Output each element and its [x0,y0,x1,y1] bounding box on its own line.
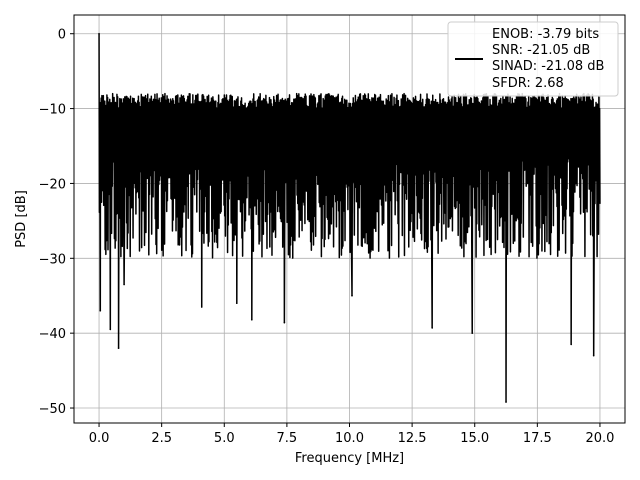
legend-enob: ENOB: -3.79 bits [492,27,599,42]
y-axis-label: PSD [dB] [14,190,29,248]
y-tick-label: −10 [39,103,66,118]
dip-point [200,306,203,308]
legend-sinad: SINAD: -21.08 dB [492,59,604,74]
legend-sfdr: SFDR: 2.68 [492,76,564,91]
peak-point [98,32,100,35]
dip-point [117,347,120,349]
x-tick-label: 12.5 [398,431,427,446]
dip-point [592,354,595,357]
x-axis-label: Frequency [MHz] [295,451,404,466]
dip-point [109,328,112,331]
x-axis: 0.0 2.5 5.0 7.5 10.0 12.5 15.0 17.5 20.0 [89,423,614,446]
y-tick-label: −30 [39,252,66,267]
dip-point [471,332,474,334]
dip-point [505,401,507,403]
dip-point [351,294,353,297]
dip-point [283,321,286,324]
legend-box [447,21,619,97]
y-tick-label: 0 [58,28,66,43]
dip-point [123,283,125,286]
x-tick-label: 20.0 [585,431,614,446]
x-tick-label: 2.5 [151,431,172,446]
dip-point [570,343,572,346]
x-tick-label: 5.0 [214,431,235,446]
dip-point [235,302,238,305]
dip-point [99,309,102,312]
x-tick-label: 0.0 [89,431,110,446]
x-tick-label: 10.0 [335,431,364,446]
dip-point [251,318,253,321]
x-tick-label: 7.5 [277,431,298,446]
y-tick-label: −40 [39,327,66,342]
series-layer [98,32,601,403]
y-axis: 0 −10 −20 −30 −40 −50 [39,28,74,417]
x-tick-label: 15.0 [460,431,489,446]
legend: ENOB: -3.79 bits SNR: -21.05 dB SINAD: -… [447,21,619,97]
y-tick-label: −20 [39,177,66,192]
legend-snr: SNR: -21.05 dB [492,43,590,58]
y-tick-label: −50 [39,402,66,417]
psd-series-line [98,33,601,403]
dip-point [431,327,433,329]
x-tick-label: 17.5 [523,431,552,446]
